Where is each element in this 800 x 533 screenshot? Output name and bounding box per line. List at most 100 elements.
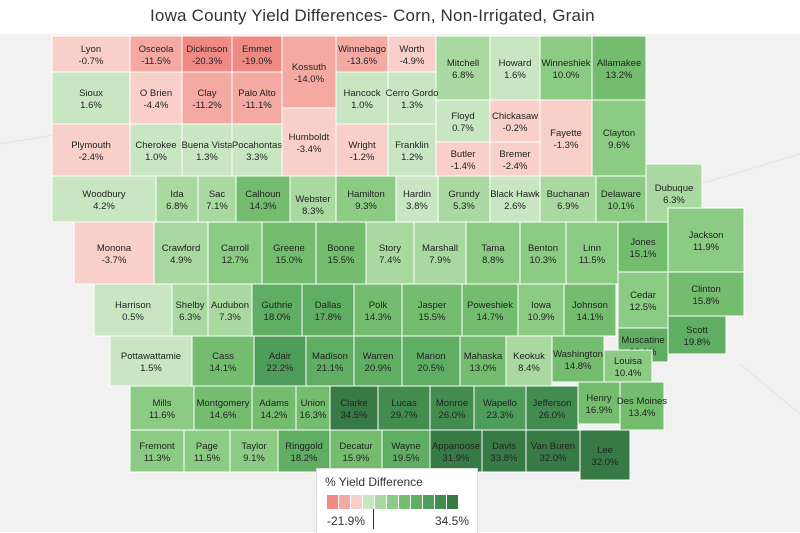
county-shape[interactable] [667,271,745,317]
county-shape[interactable] [481,429,527,473]
county-clay[interactable]: Clay-11.2% [181,71,233,125]
county-shape[interactable] [429,429,483,473]
county-shape[interactable] [435,99,491,143]
county-shape[interactable] [329,385,379,431]
county-shape[interactable] [377,385,431,431]
map-canvas[interactable]: Lyon -0.7% Osceola -11.5% Dickinson -20.3% Emm… [0,34,800,532]
county-shape[interactable] [207,221,263,285]
county-chickasaw[interactable]: Chickasaw-0.2% [489,99,541,143]
county-shape[interactable] [231,71,283,125]
county-bremer[interactable]: Bremer-2.4% [489,141,541,177]
county-lyon[interactable]: Lyon-0.7% [51,35,131,73]
county-shape[interactable] [51,71,131,125]
county-worth[interactable]: Worth-4.9% [387,35,437,73]
county-o-brien[interactable]: O Brien-4.4% [129,71,183,125]
county-shape[interactable] [539,35,593,101]
county-shape[interactable] [129,123,183,177]
county-shape[interactable] [667,207,745,273]
county-wright[interactable]: Wright-1.2% [335,123,389,177]
county-shape[interactable] [335,175,397,223]
county-osceola[interactable]: Osceola-11.5% [129,35,183,73]
county-shape[interactable] [129,35,183,73]
county-humboldt[interactable]: Humboldt-3.4% [281,107,337,177]
county-shape[interactable] [413,221,467,285]
county-shape[interactable] [667,315,727,355]
county-shape[interactable] [505,335,553,387]
county-shape[interactable] [577,381,621,425]
county-shape[interactable] [51,35,131,73]
county-shape[interactable] [251,283,303,337]
county-shape[interactable] [489,35,541,101]
county-palo-alto[interactable]: Palo Alto-11.1% [231,71,283,125]
county-winnebago[interactable]: Winnebago-13.6% [335,35,389,73]
county-shape[interactable] [193,385,253,431]
county-shape[interactable] [181,35,233,73]
county-shape[interactable] [473,385,527,431]
county-shape[interactable] [459,335,507,387]
county-shape[interactable] [305,335,355,387]
county-butler[interactable]: Butler-1.4% [435,141,491,177]
county-shape[interactable] [565,221,619,285]
county-dickinson[interactable]: Dickinson-20.3% [181,35,233,73]
county-shape[interactable] [231,123,283,177]
county-shape[interactable] [551,335,605,383]
county-shape[interactable] [261,221,317,285]
county-shape[interactable] [335,71,389,125]
county-shape[interactable] [315,221,367,285]
county-shape[interactable] [525,429,581,473]
county-shape[interactable] [253,335,307,387]
county-shape[interactable] [617,221,669,273]
county-shape[interactable] [365,221,415,285]
county-shape[interactable] [517,283,565,337]
county-shape[interactable] [563,283,617,337]
county-shape[interactable] [93,283,173,337]
